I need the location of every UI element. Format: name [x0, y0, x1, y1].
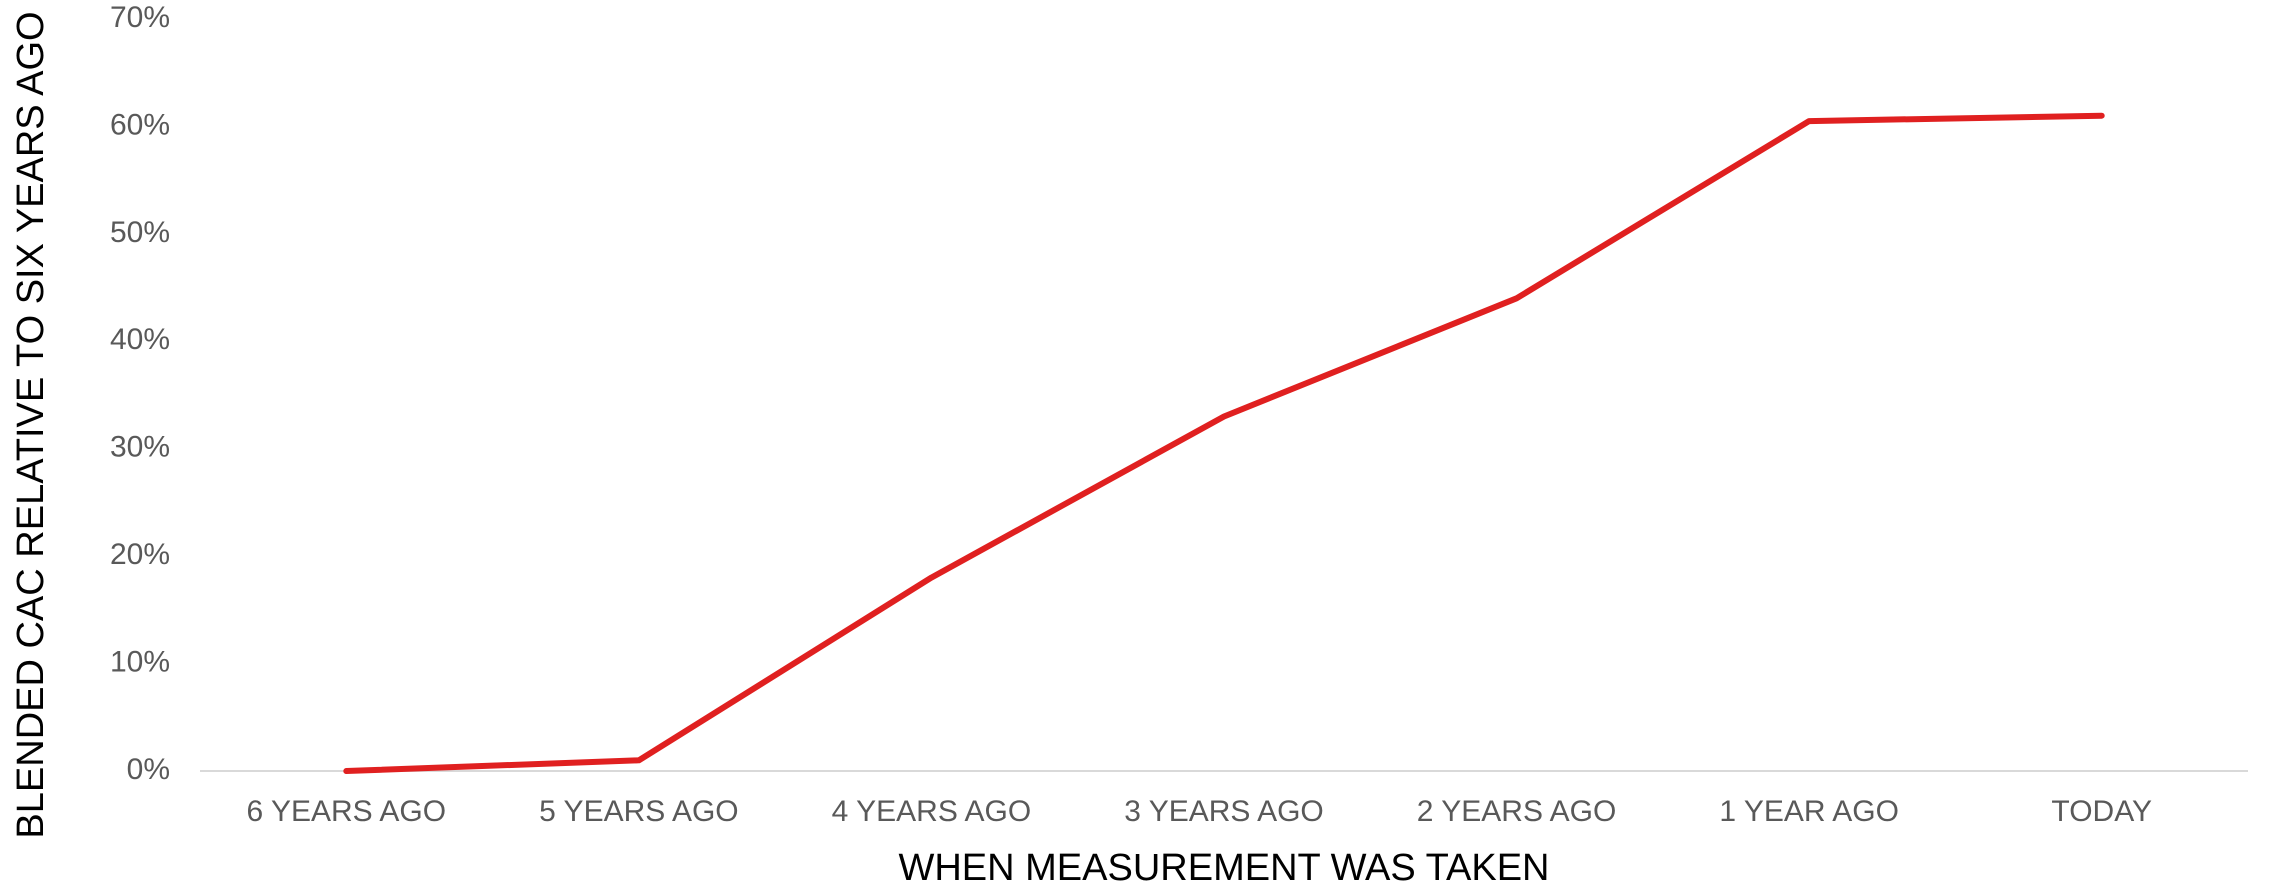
y-tick-label: 60%: [110, 108, 170, 141]
x-tick-label: 1 YEAR AGO: [1719, 795, 1899, 828]
y-tick-label: 50%: [110, 216, 170, 249]
y-tick-label: 20%: [110, 538, 170, 571]
series-line: [343, 112, 2105, 774]
x-tick-label: 3 YEARS AGO: [1124, 795, 1324, 828]
x-tick-label: 4 YEARS AGO: [832, 795, 1032, 828]
y-tick-label: 30%: [110, 431, 170, 464]
x-tick-label: 2 YEARS AGO: [1417, 795, 1617, 828]
x-axis-title: WHEN MEASUREMENT WAS TAKEN: [899, 847, 1550, 889]
x-axis-ticks: 6 YEARS AGO 5 YEARS AGO 4 YEARS AGO 3 YEARS…: [247, 795, 2152, 828]
y-axis-ticks: 0% 10% 20% 30% 40% 50% 60% 70%: [110, 1, 170, 786]
y-tick-label: 70%: [110, 1, 170, 34]
y-axis-title: BLENDED CAC RELATIVE TO SIX YEARS AGO: [10, 11, 52, 838]
x-tick-label: 6 YEARS AGO: [247, 795, 447, 828]
y-tick-label: 0%: [127, 753, 170, 786]
x-tick-label: 5 YEARS AGO: [539, 795, 739, 828]
x-tick-label: TODAY: [2051, 795, 2152, 828]
series-group: [343, 112, 2105, 774]
y-tick-label: 10%: [110, 645, 170, 678]
y-tick-label: 40%: [110, 323, 170, 356]
